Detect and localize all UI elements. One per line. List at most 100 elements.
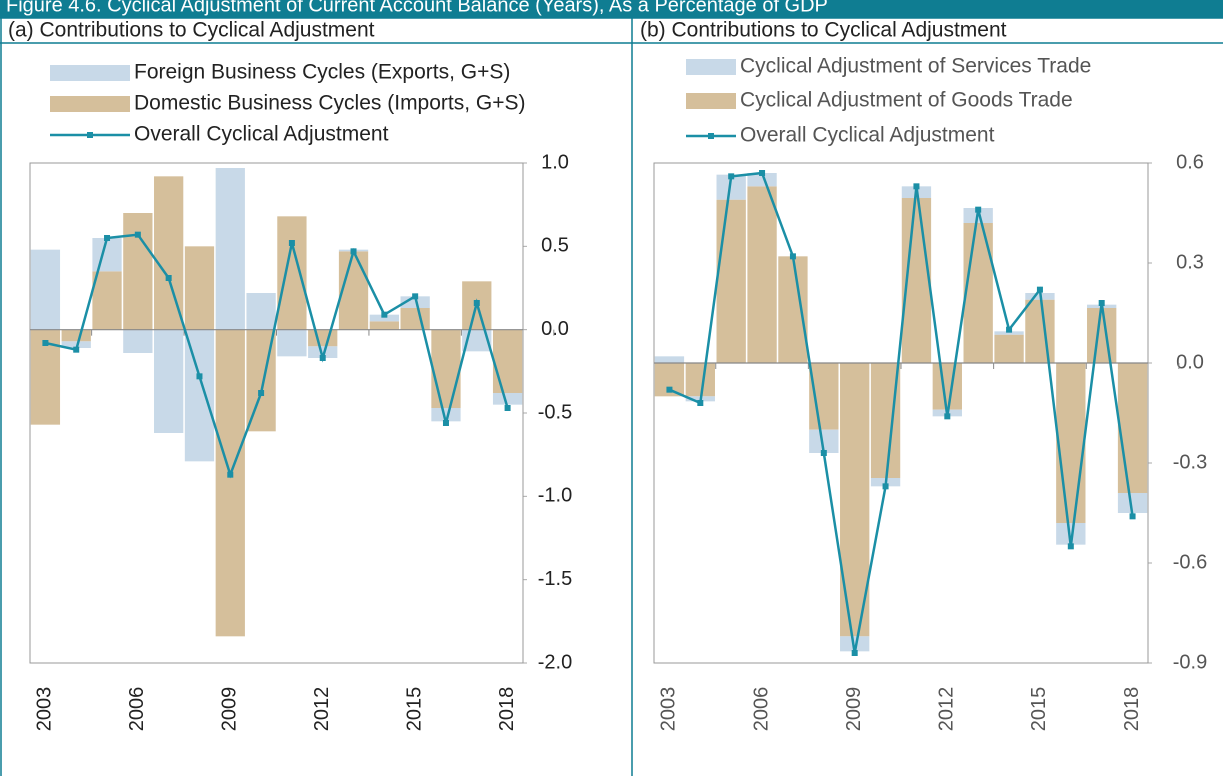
marker (134, 231, 141, 238)
bar (492, 393, 523, 405)
marker (1067, 543, 1074, 550)
y-tick-label: -0.9 (1173, 651, 1207, 673)
line (668, 171, 1134, 654)
bar (277, 216, 307, 330)
x-tick-label: 2006 (126, 687, 148, 732)
marker (789, 253, 796, 260)
y-tick-label: 0.6 (1176, 151, 1204, 173)
bar (369, 321, 399, 330)
legend-label: Cyclical Adjustment of Services Trade (740, 55, 1091, 78)
marker (882, 483, 889, 490)
bar (747, 173, 777, 187)
marker (350, 248, 357, 255)
x-tick-label: 2012 (311, 687, 333, 732)
x-tick-label: 2015 (403, 687, 425, 732)
bar (308, 329, 338, 347)
y-tick-label: -1.5 (538, 568, 572, 590)
marker (412, 293, 419, 300)
marker (381, 311, 388, 318)
y-tick-label: 0.5 (541, 235, 569, 257)
bar (215, 329, 245, 637)
marker (1006, 326, 1013, 333)
marker (288, 240, 295, 246)
marker (1098, 300, 1105, 306)
bar (963, 223, 993, 363)
bar (123, 213, 153, 330)
x-tick-label: 2009 (219, 687, 241, 732)
y-tick-label: 0.0 (1176, 351, 1204, 373)
bar (994, 331, 1024, 335)
bar (1117, 493, 1148, 513)
bar (215, 168, 245, 330)
x-tick-label: 2003 (658, 687, 680, 732)
bar (184, 329, 215, 462)
bar (61, 329, 91, 342)
legend-label: Overall Cyclical Adjustment (134, 123, 389, 146)
bar (932, 363, 962, 410)
bar (92, 271, 122, 330)
bar (492, 329, 523, 393)
y-tick-label: -0.3 (1173, 451, 1207, 473)
bar (400, 308, 430, 330)
y-tick-label: -0.6 (1173, 551, 1207, 573)
x-tick-label: 2009 (843, 687, 865, 732)
legend-label: Foreign Business Cycles (Exports, G+S) (134, 61, 510, 84)
bar (1117, 363, 1148, 493)
bar (30, 249, 61, 330)
x-tick-label: 2003 (34, 687, 56, 732)
bar (184, 246, 215, 330)
bar (61, 341, 91, 348)
bar (1087, 308, 1117, 363)
marker (697, 400, 704, 406)
legend-swatch (686, 93, 736, 109)
marker (759, 170, 766, 176)
bar (308, 346, 338, 358)
marker (944, 413, 951, 420)
bar (431, 329, 461, 408)
marker (1129, 513, 1136, 520)
bar (716, 199, 746, 363)
marker (851, 650, 858, 656)
plot-frame (29, 162, 524, 664)
bar (1056, 363, 1086, 523)
bar (778, 256, 808, 363)
bar (1025, 299, 1055, 363)
bar (809, 429, 839, 453)
bar (840, 636, 870, 652)
panel-title: (b) Contributions to Cyclical Adjustment (640, 19, 1007, 42)
bar (92, 238, 122, 272)
bar (685, 363, 715, 397)
bar (123, 329, 153, 353)
x-tick-label: 2006 (750, 687, 772, 732)
y-tick-label: 0.0 (541, 318, 569, 340)
marker (258, 390, 265, 396)
legend-label: Domestic Business Cycles (Imports, G+S) (134, 92, 526, 115)
x-tick-label: 2012 (936, 687, 958, 732)
marker (666, 386, 673, 393)
marker (442, 420, 449, 426)
marker (42, 340, 49, 346)
marker (319, 355, 326, 361)
marker (473, 300, 480, 306)
y-tick-label: 0.3 (1176, 251, 1204, 273)
marker (504, 405, 511, 411)
legend-swatch (686, 59, 736, 75)
marker (196, 373, 203, 380)
bar (654, 356, 685, 363)
bar (431, 408, 461, 422)
x-tick-label: 2018 (496, 687, 518, 732)
marker (913, 183, 920, 190)
bar (277, 329, 307, 357)
bar (369, 314, 399, 322)
y-tick-label: -1.0 (538, 485, 572, 507)
marker (1036, 286, 1043, 293)
legend-swatch (50, 65, 130, 81)
marker (104, 235, 111, 241)
marker (165, 275, 172, 281)
x-tick-label: 2015 (1028, 687, 1050, 732)
legend-swatch (50, 96, 130, 112)
bar (338, 251, 369, 330)
bar (400, 296, 430, 308)
